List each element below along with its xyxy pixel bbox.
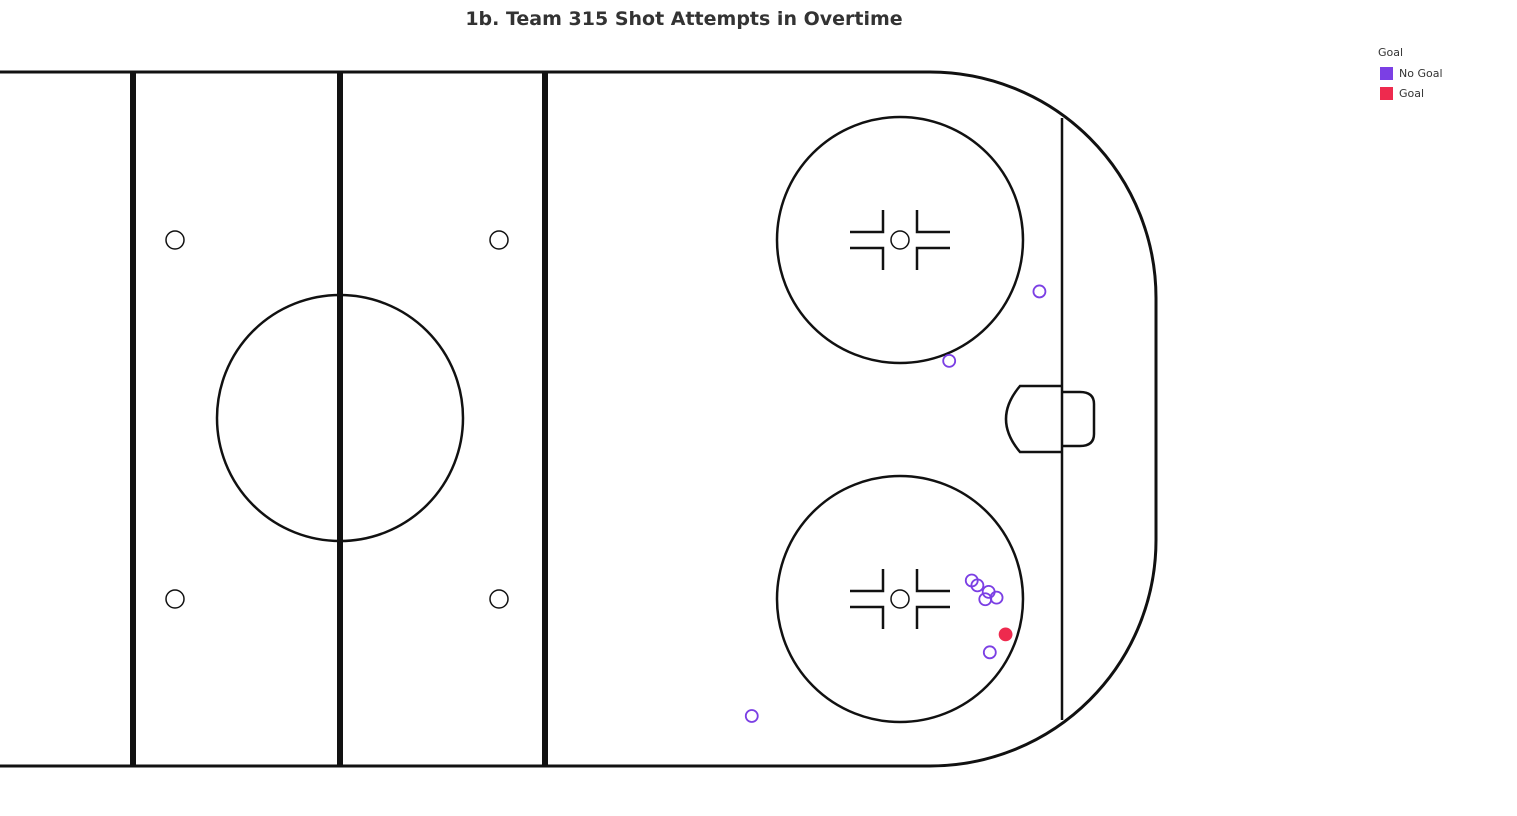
no-goal-shot-point[interactable] bbox=[1032, 284, 1047, 299]
no-goal-shot-point[interactable] bbox=[744, 709, 759, 723]
faceoff-hashmarks-bottom bbox=[850, 569, 950, 629]
faceoff-dot-bottom bbox=[890, 589, 910, 609]
legend-title: Goal bbox=[1378, 46, 1404, 59]
goal-crease bbox=[1004, 384, 1062, 454]
legend-label-no-goal: No Goal bbox=[1399, 66, 1443, 80]
no-goal-shot-point[interactable] bbox=[982, 645, 997, 660]
neutral-zone-dot bbox=[489, 589, 509, 609]
goal-shot-point[interactable] bbox=[998, 627, 1013, 642]
faceoff-dot-top bbox=[890, 230, 910, 250]
neutral-zone-dot bbox=[165, 230, 185, 250]
legend-swatch-goal bbox=[1380, 86, 1393, 100]
no-goal-shot-point[interactable] bbox=[978, 592, 993, 607]
center-ice-circle bbox=[215, 293, 465, 543]
legend-swatch-no-goal bbox=[1380, 66, 1393, 80]
rink-boards bbox=[0, 70, 1158, 768]
goal-net bbox=[1062, 390, 1096, 448]
no-goal-shot-point[interactable] bbox=[989, 590, 1004, 605]
neutral-zone-dot bbox=[165, 589, 185, 609]
no-goal-shot-point[interactable] bbox=[942, 353, 957, 368]
faceoff-circle-top bbox=[775, 115, 1025, 365]
faceoff-hashmarks-top bbox=[850, 210, 950, 270]
legend-item-no-goal[interactable]: No Goal bbox=[1378, 63, 1443, 83]
no-goal-shot-point[interactable] bbox=[970, 578, 985, 593]
neutral-zone-dot bbox=[489, 230, 509, 250]
legend-item-goal[interactable]: Goal bbox=[1378, 83, 1443, 103]
faceoff-circle-bottom bbox=[775, 474, 1025, 724]
legend-label-goal: Goal bbox=[1399, 86, 1425, 100]
shot-markers bbox=[744, 284, 1047, 723]
hockey-rink bbox=[0, 70, 1158, 768]
chart-title: 1b. Team 315 Shot Attempts in Overtime bbox=[465, 8, 903, 30]
legend: Goal No Goal Goal bbox=[1378, 46, 1443, 103]
